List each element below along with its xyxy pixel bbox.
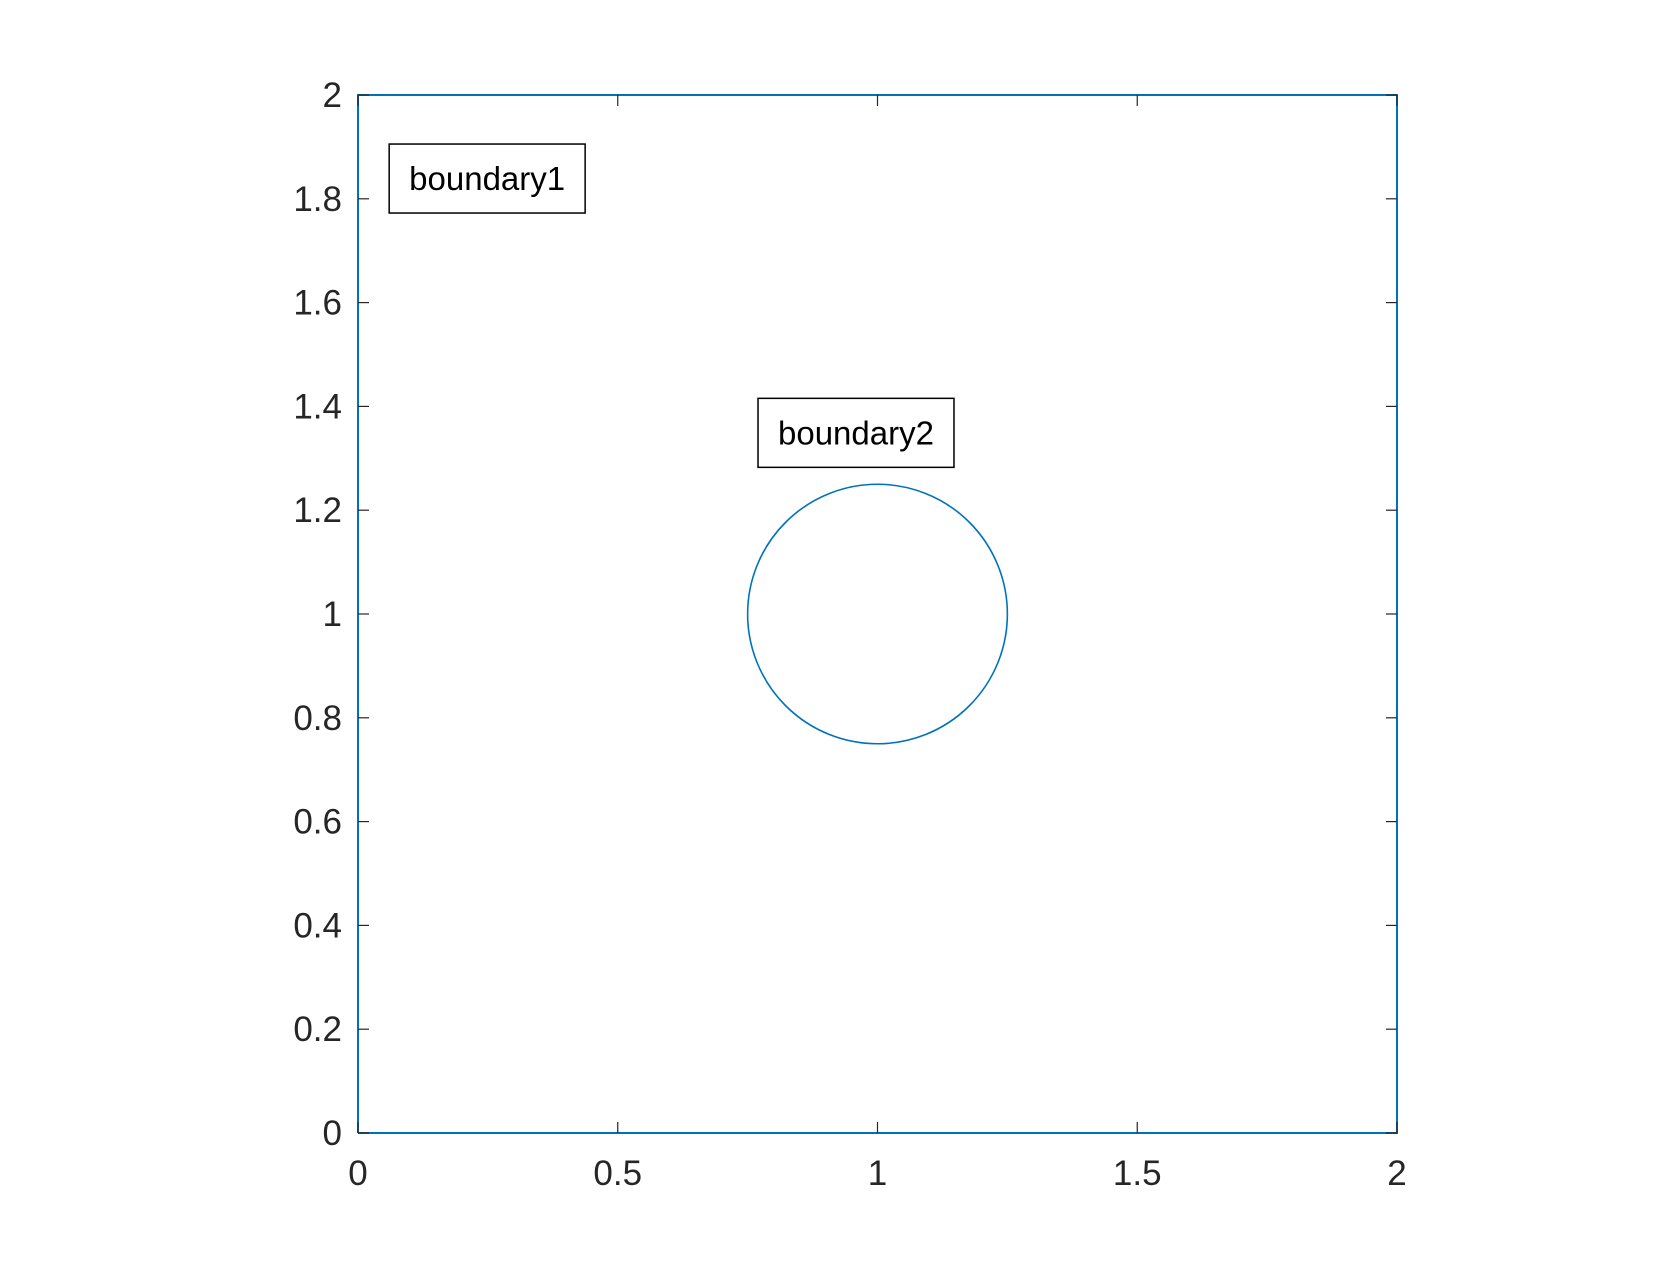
annotation-box [388,143,586,214]
x-tick-label: 2 [1387,1154,1406,1193]
y-tick-label: 0 [323,1114,342,1153]
y-tick-label: 0.4 [293,906,342,945]
annotation: boundary2 [757,397,955,469]
y-tick-label: 1 [323,595,342,634]
y-tick-label: 0.8 [293,699,342,738]
y-tick-label: 1.8 [293,180,342,219]
y-tick-label: 0.2 [293,1010,342,1049]
y-tick-label: 1.2 [293,491,342,530]
boundary2-circle [746,483,1009,745]
annotation: boundary1 [388,143,586,214]
annotations: boundary1 boundary2 [388,143,955,469]
plot-area [357,94,1398,1134]
annotation-label: boundary2 [778,414,934,451]
y-tick-label: 1.6 [293,284,342,323]
y-tick-label: 2 [323,76,342,115]
annotation-label: boundary1 [409,160,565,197]
annotation-box [757,397,955,469]
x-tick-label: 0 [348,1154,367,1193]
x-tick-label: 1 [868,1154,887,1193]
axes: 0 0.5 1 1.5 2 0 0.2 0.4 0.6 0.8 1 1.2 1.4 1.6 1.8 2 [293,76,1406,1193]
y-tick-label: 1.4 [293,387,342,426]
x-tick-label: 1.5 [1113,1154,1162,1193]
x-tick-label: 0.5 [593,1154,642,1193]
y-tick-label: 0.6 [293,803,342,842]
boundary1-square [357,94,1398,1134]
